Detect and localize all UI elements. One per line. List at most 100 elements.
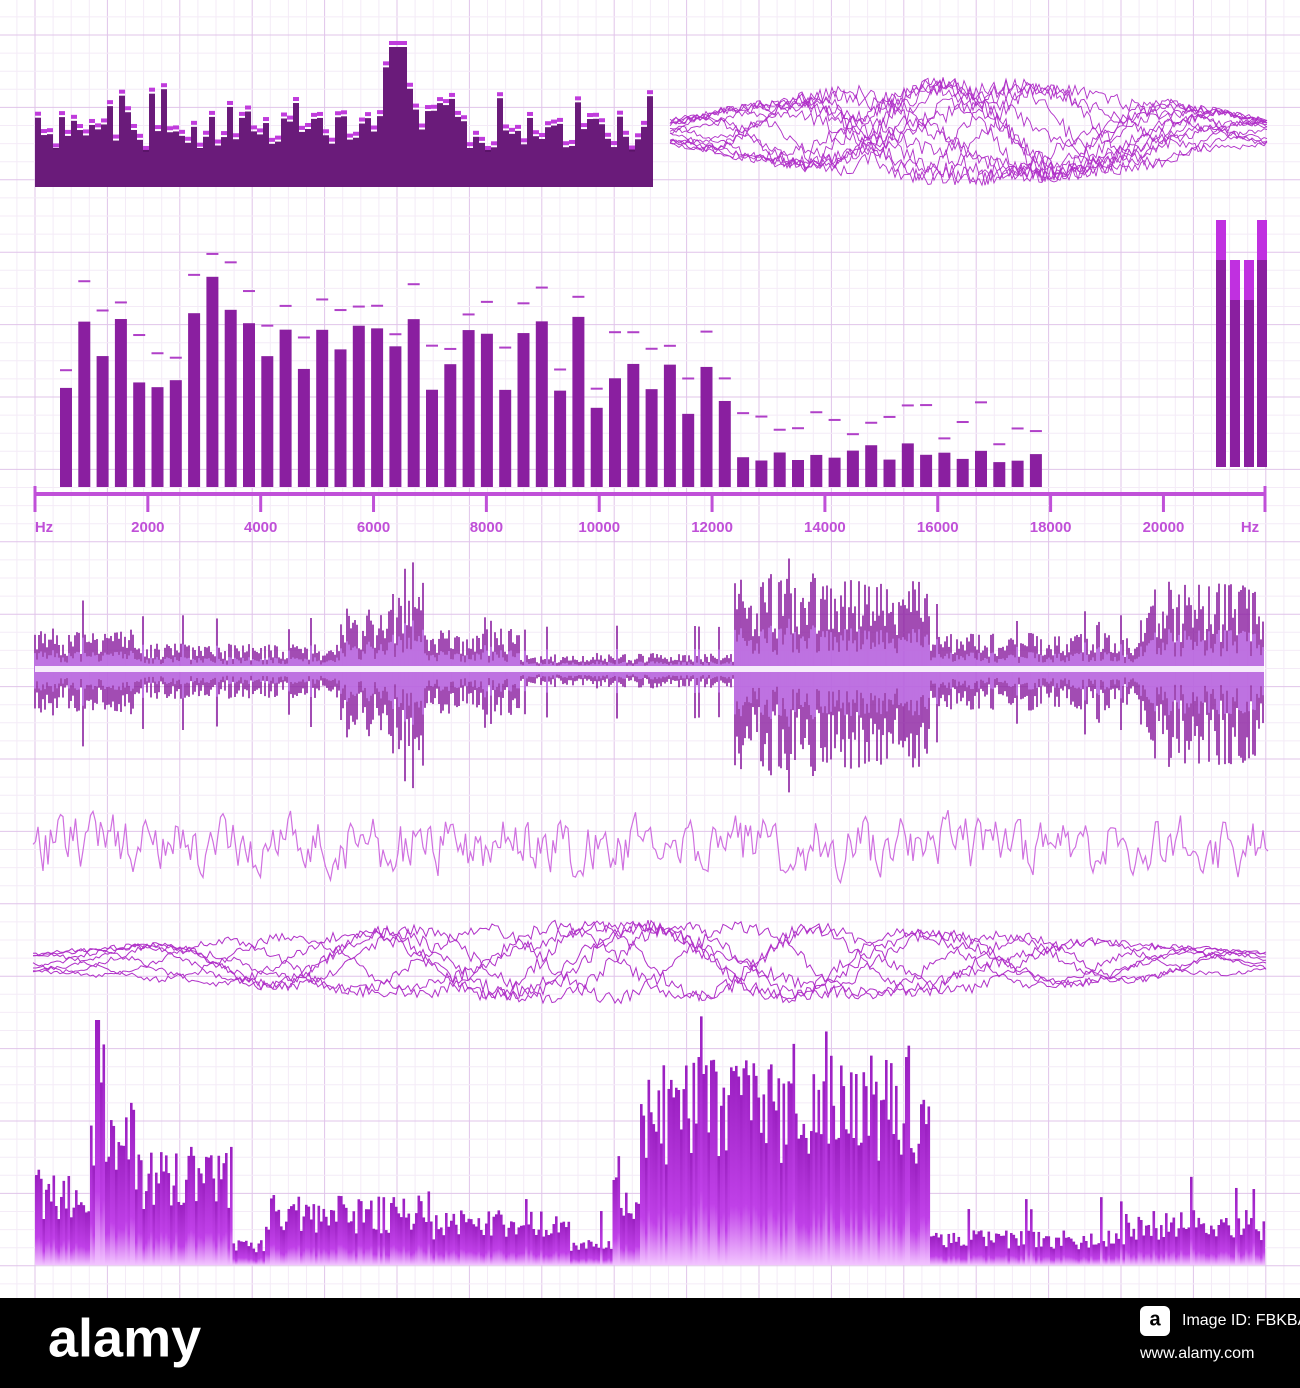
spectrum-column [1107, 1230, 1111, 1265]
spectrum-column [110, 1120, 113, 1265]
spectrum-column [715, 1071, 718, 1265]
spectrum-column [650, 1112, 653, 1265]
level-meter-top [1244, 260, 1254, 300]
block-bar [395, 47, 401, 187]
spectrum-bar [279, 329, 292, 487]
spectrum-column [252, 1248, 256, 1265]
spectrum-column [305, 1204, 308, 1265]
spectrum-column [375, 1229, 378, 1265]
spectrum-column [562, 1221, 566, 1265]
block-cap [227, 100, 233, 105]
spectrum-column [885, 1060, 888, 1265]
spectrum-column [617, 1156, 621, 1265]
spectrum-column [185, 1179, 188, 1265]
peak-marker [975, 401, 987, 404]
spectrum-column [710, 1060, 713, 1265]
spectrum-column [1112, 1243, 1116, 1265]
spectrum-column [1215, 1236, 1218, 1265]
block-bar [341, 116, 347, 187]
spectrum-column [830, 1055, 833, 1265]
spectrum-column [450, 1220, 453, 1265]
spectrum-column [1190, 1176, 1193, 1265]
spectrum-column [700, 1016, 703, 1265]
peak-marker [206, 252, 219, 255]
spectrum-column [392, 1197, 396, 1265]
block-bar [581, 129, 587, 187]
peak-marker [828, 418, 841, 421]
block-bar [545, 127, 551, 187]
spectrum-column [397, 1213, 401, 1265]
spectrum-column [322, 1208, 326, 1265]
block-bar [263, 123, 269, 187]
spectrum-column [537, 1229, 541, 1265]
block-bar [143, 151, 149, 187]
spectrum-column [455, 1224, 458, 1265]
block-cap [563, 141, 569, 146]
block-cap [473, 130, 479, 135]
peak-marker [407, 283, 420, 286]
spectrum-column [547, 1235, 551, 1265]
spectrum-column [835, 1139, 838, 1265]
wave-line [669, 88, 1267, 183]
spectrum-column [1200, 1224, 1203, 1265]
spectrum-column [227, 1207, 231, 1265]
spectrum-bar [517, 333, 530, 487]
spectrum-column [922, 1099, 926, 1265]
block-cap [83, 129, 89, 134]
block-cap [641, 120, 647, 125]
spectrum-column [270, 1198, 273, 1265]
block-bar [641, 126, 647, 187]
spectrum-column [1082, 1236, 1086, 1265]
block-bar [509, 133, 515, 187]
block-bar [587, 119, 593, 187]
spectrum-column [1237, 1218, 1241, 1265]
level-meter-top [1257, 220, 1267, 260]
spectrum-column [142, 1208, 146, 1265]
spectrum-column [1092, 1244, 1096, 1265]
peak-marker [993, 443, 1006, 446]
block-bar [623, 136, 629, 187]
spectrum-column [1235, 1187, 1238, 1265]
spectrum-column [410, 1229, 413, 1265]
spectrum-bar [737, 457, 750, 487]
block-cap [407, 82, 413, 87]
spectrum-column [987, 1231, 991, 1265]
spectrum-column [660, 1143, 663, 1265]
spectrum-column [1135, 1239, 1138, 1265]
block-cap [149, 87, 155, 92]
block-bar [221, 137, 227, 187]
spectrum-column [1140, 1220, 1143, 1265]
spectrum-column [402, 1198, 406, 1265]
block-cap [461, 115, 467, 120]
block-cap [215, 139, 221, 144]
spectrum-column [1102, 1241, 1106, 1265]
block-bar [353, 137, 359, 187]
peak-marker [426, 344, 438, 347]
spectrum-bar [426, 389, 438, 487]
spectrum-column [147, 1173, 151, 1265]
block-bar [533, 136, 539, 187]
spectrum-column [342, 1204, 346, 1265]
spectrum-column [692, 1062, 696, 1265]
spectrum-column [687, 1118, 691, 1265]
spectrum-column [1010, 1233, 1013, 1265]
peak-marker [755, 415, 768, 418]
spectrum-bar [535, 321, 548, 487]
spectrum-column [792, 1043, 796, 1265]
tick-label: 16000 [917, 519, 959, 536]
spectrum-column [412, 1223, 416, 1265]
block-cap [383, 61, 389, 66]
spectrum-column [1242, 1228, 1246, 1265]
spectrum-column [287, 1208, 291, 1265]
spectrum-column [1222, 1222, 1226, 1265]
spectrum-column [197, 1168, 201, 1265]
spectrum-column [627, 1213, 631, 1265]
peak-marker [572, 295, 585, 298]
block-cap [41, 129, 47, 134]
axis-unit-right: Hz [1241, 519, 1259, 536]
spectrum-column [120, 1145, 123, 1265]
spectrum-column [65, 1208, 68, 1265]
watermark-image-id: Image ID: FBKBAN [1182, 1312, 1300, 1329]
level-meter [1216, 220, 1226, 467]
spectrum-column [420, 1201, 423, 1265]
